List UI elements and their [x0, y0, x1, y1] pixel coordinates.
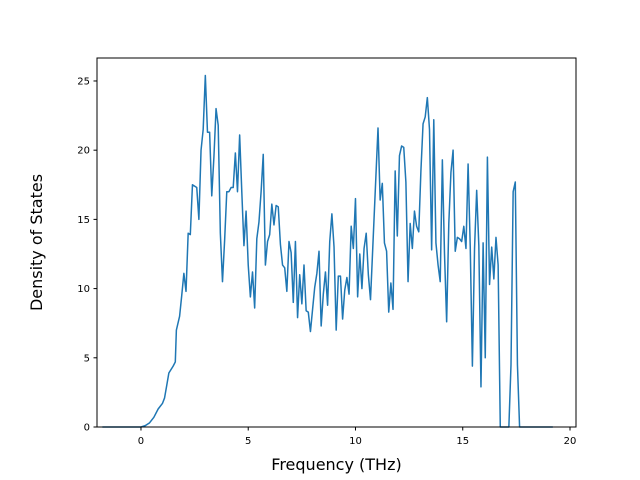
x-axis-label: Frequency (THz)	[271, 455, 401, 474]
y-axis-label: Density of States	[27, 174, 46, 311]
y-tick-label: 5	[84, 353, 90, 364]
dos-line	[102, 74, 553, 428]
x-tick-label: 10	[349, 436, 362, 447]
y-tick-label: 15	[77, 215, 90, 226]
y-tick-label: 10	[77, 284, 90, 295]
x-tick-label: 20	[564, 436, 577, 447]
plot-area	[102, 74, 553, 428]
x-tick-label: 0	[138, 436, 144, 447]
y-tick-label: 20	[77, 146, 90, 157]
axes-frame	[96, 57, 577, 428]
x-tick-label: 5	[245, 436, 251, 447]
y-tick-label: 0	[84, 423, 90, 434]
y-tick-label: 25	[77, 76, 90, 87]
x-tick-label: 15	[456, 436, 469, 447]
